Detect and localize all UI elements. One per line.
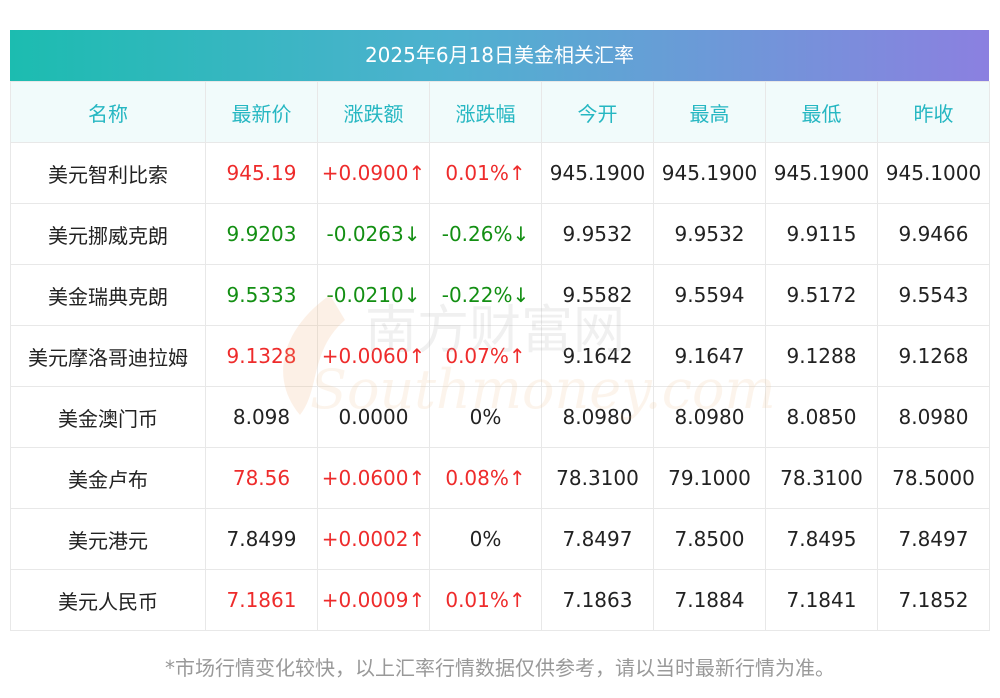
cell-change: +0.0900↑: [317, 142, 430, 204]
table-row: 美金瑞典克朗 9.5333 -0.0210↓ -0.22%↓ 9.5582 9.…: [10, 264, 990, 326]
cell-change: +0.0002↑: [317, 508, 430, 570]
column-header-high: 最高: [653, 81, 766, 143]
cell-pct: 0.01%↑: [429, 142, 542, 204]
cell-high: 9.5594: [653, 264, 766, 326]
cell-high: 79.1000: [653, 447, 766, 509]
cell-open: 7.1863: [541, 569, 654, 631]
cell-open: 8.0980: [541, 386, 654, 448]
cell-prev: 945.1000: [877, 142, 990, 204]
cell-high: 9.1647: [653, 325, 766, 387]
cell-pct: -0.22%↓: [429, 264, 542, 326]
cell-low: 7.1841: [765, 569, 878, 631]
cell-last: 8.098: [205, 386, 318, 448]
cell-pct: -0.26%↓: [429, 203, 542, 265]
cell-pct: 0%: [429, 386, 542, 448]
cell-change: +0.0009↑: [317, 569, 430, 631]
cell-low: 78.3100: [765, 447, 878, 509]
cell-pct: 0.08%↑: [429, 447, 542, 509]
cell-open: 9.9532: [541, 203, 654, 265]
cell-last: 7.8499: [205, 508, 318, 570]
cell-high: 9.9532: [653, 203, 766, 265]
cell-name: 美金卢布: [10, 447, 206, 509]
table-row: 美金澳门币 8.098 0.0000 0% 8.0980 8.0980 8.08…: [10, 386, 990, 448]
column-header-low: 最低: [765, 81, 878, 143]
cell-name: 美元挪威克朗: [10, 203, 206, 265]
column-header-pct: 涨跌幅: [429, 81, 542, 143]
cell-prev: 7.1852: [877, 569, 990, 631]
cell-change: +0.0060↑: [317, 325, 430, 387]
cell-low: 7.8495: [765, 508, 878, 570]
rates-table: 名称 最新价 涨跌额 涨跌幅 今开 最高 最低 昨收 美元智利比索 945.19…: [10, 81, 990, 631]
cell-name: 美元摩洛哥迪拉姆: [10, 325, 206, 387]
cell-name: 美元港元: [10, 508, 206, 570]
cell-prev: 8.0980: [877, 386, 990, 448]
cell-high: 8.0980: [653, 386, 766, 448]
cell-low: 9.9115: [765, 203, 878, 265]
cell-open: 7.8497: [541, 508, 654, 570]
cell-last: 7.1861: [205, 569, 318, 631]
table-row: 美元人民币 7.1861 +0.0009↑ 0.01%↑ 7.1863 7.18…: [10, 569, 990, 631]
cell-prev: 9.9466: [877, 203, 990, 265]
table-row: 美元挪威克朗 9.9203 -0.0263↓ -0.26%↓ 9.9532 9.…: [10, 203, 990, 265]
cell-last: 9.1328: [205, 325, 318, 387]
column-header-name: 名称: [10, 81, 206, 143]
cell-last: 9.9203: [205, 203, 318, 265]
cell-open: 78.3100: [541, 447, 654, 509]
column-header-change: 涨跌额: [317, 81, 430, 143]
cell-low: 8.0850: [765, 386, 878, 448]
table-title: 2025年6月18日美金相关汇率: [10, 30, 989, 81]
cell-change: -0.0210↓: [317, 264, 430, 326]
cell-change: -0.0263↓: [317, 203, 430, 265]
header-row: 名称 最新价 涨跌额 涨跌幅 今开 最高 最低 昨收: [10, 81, 990, 143]
cell-high: 945.1900: [653, 142, 766, 204]
rate-table-card: 2025年6月18日美金相关汇率 名称 最新价 涨跌额 涨跌幅 今开 最高 最低…: [10, 30, 990, 631]
cell-prev: 7.8497: [877, 508, 990, 570]
cell-low: 9.1288: [765, 325, 878, 387]
cell-last: 9.5333: [205, 264, 318, 326]
cell-prev: 9.1268: [877, 325, 990, 387]
cell-low: 945.1900: [765, 142, 878, 204]
cell-open: 9.5582: [541, 264, 654, 326]
cell-prev: 9.5543: [877, 264, 990, 326]
table-row: 美元摩洛哥迪拉姆 9.1328 +0.0060↑ 0.07%↑ 9.1642 9…: [10, 325, 990, 387]
cell-pct: 0.07%↑: [429, 325, 542, 387]
column-header-open: 今开: [541, 81, 654, 143]
cell-name: 美元人民币: [10, 569, 206, 631]
cell-prev: 78.5000: [877, 447, 990, 509]
column-header-prev: 昨收: [877, 81, 990, 143]
column-header-last: 最新价: [205, 81, 318, 143]
cell-open: 945.1900: [541, 142, 654, 204]
cell-name: 美金瑞典克朗: [10, 264, 206, 326]
table-row: 美元智利比索 945.19 +0.0900↑ 0.01%↑ 945.1900 9…: [10, 142, 990, 204]
cell-name: 美金澳门币: [10, 386, 206, 448]
cell-pct: 0.01%↑: [429, 569, 542, 631]
cell-last: 78.56: [205, 447, 318, 509]
cell-last: 945.19: [205, 142, 318, 204]
footnote: *市场行情变化较快，以上汇率行情数据仅供参考，请以当时最新行情为准。: [165, 656, 835, 680]
cell-high: 7.1884: [653, 569, 766, 631]
table-row: 美元港元 7.8499 +0.0002↑ 0% 7.8497 7.8500 7.…: [10, 508, 990, 570]
cell-open: 9.1642: [541, 325, 654, 387]
cell-pct: 0%: [429, 508, 542, 570]
cell-name: 美元智利比索: [10, 142, 206, 204]
cell-change: +0.0600↑: [317, 447, 430, 509]
cell-low: 9.5172: [765, 264, 878, 326]
cell-change: 0.0000: [317, 386, 430, 448]
table-row: 美金卢布 78.56 +0.0600↑ 0.08%↑ 78.3100 79.10…: [10, 447, 990, 509]
cell-high: 7.8500: [653, 508, 766, 570]
